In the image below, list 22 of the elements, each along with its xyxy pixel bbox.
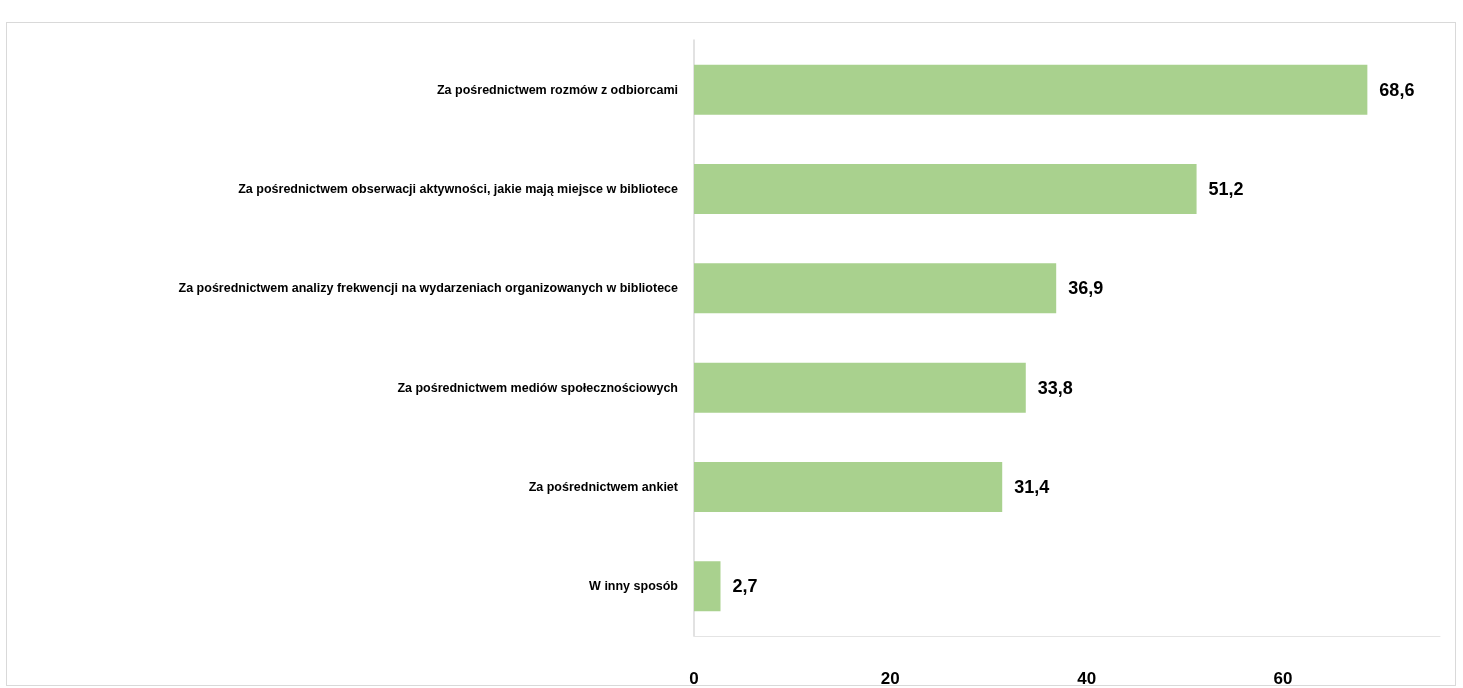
bar bbox=[694, 164, 1197, 214]
bar bbox=[694, 462, 1003, 512]
y-tick-label: Za pośrednictwem analizy frekwencji na wydarzeniach organizowanych w bibliotece bbox=[178, 281, 679, 296]
y-tick-label: Za pośrednictwem ankiet bbox=[528, 480, 679, 494]
y-tick-label: Za pośrednictwem mediów społecznościowych bbox=[397, 380, 678, 395]
x-tick-label: 40 bbox=[1077, 669, 1097, 688]
x-tick-label: 0 bbox=[689, 669, 699, 688]
data-label: 36,9 bbox=[1068, 278, 1104, 299]
x-tick-label: 20 bbox=[880, 669, 900, 688]
bar bbox=[694, 263, 1057, 314]
data-label: 31,4 bbox=[1014, 477, 1050, 497]
bar bbox=[694, 561, 721, 612]
data-label: 33,8 bbox=[1037, 377, 1073, 398]
data-label: 51,2 bbox=[1208, 179, 1244, 199]
bar bbox=[694, 64, 1368, 115]
y-tick-label: W inny sposób bbox=[589, 579, 679, 594]
data-label: 68,6 bbox=[1379, 79, 1415, 100]
data-label: 2,7 bbox=[732, 576, 758, 597]
y-tick-label: Za pośrednictwem rozmów z odbiorcami bbox=[436, 82, 678, 97]
y-tick-label: Za pośrednictwem obserwacji aktywności, jakie mają miejsce w bibliotece bbox=[238, 182, 679, 196]
x-tick-label: 60 bbox=[1273, 669, 1293, 688]
bar bbox=[694, 362, 1026, 413]
